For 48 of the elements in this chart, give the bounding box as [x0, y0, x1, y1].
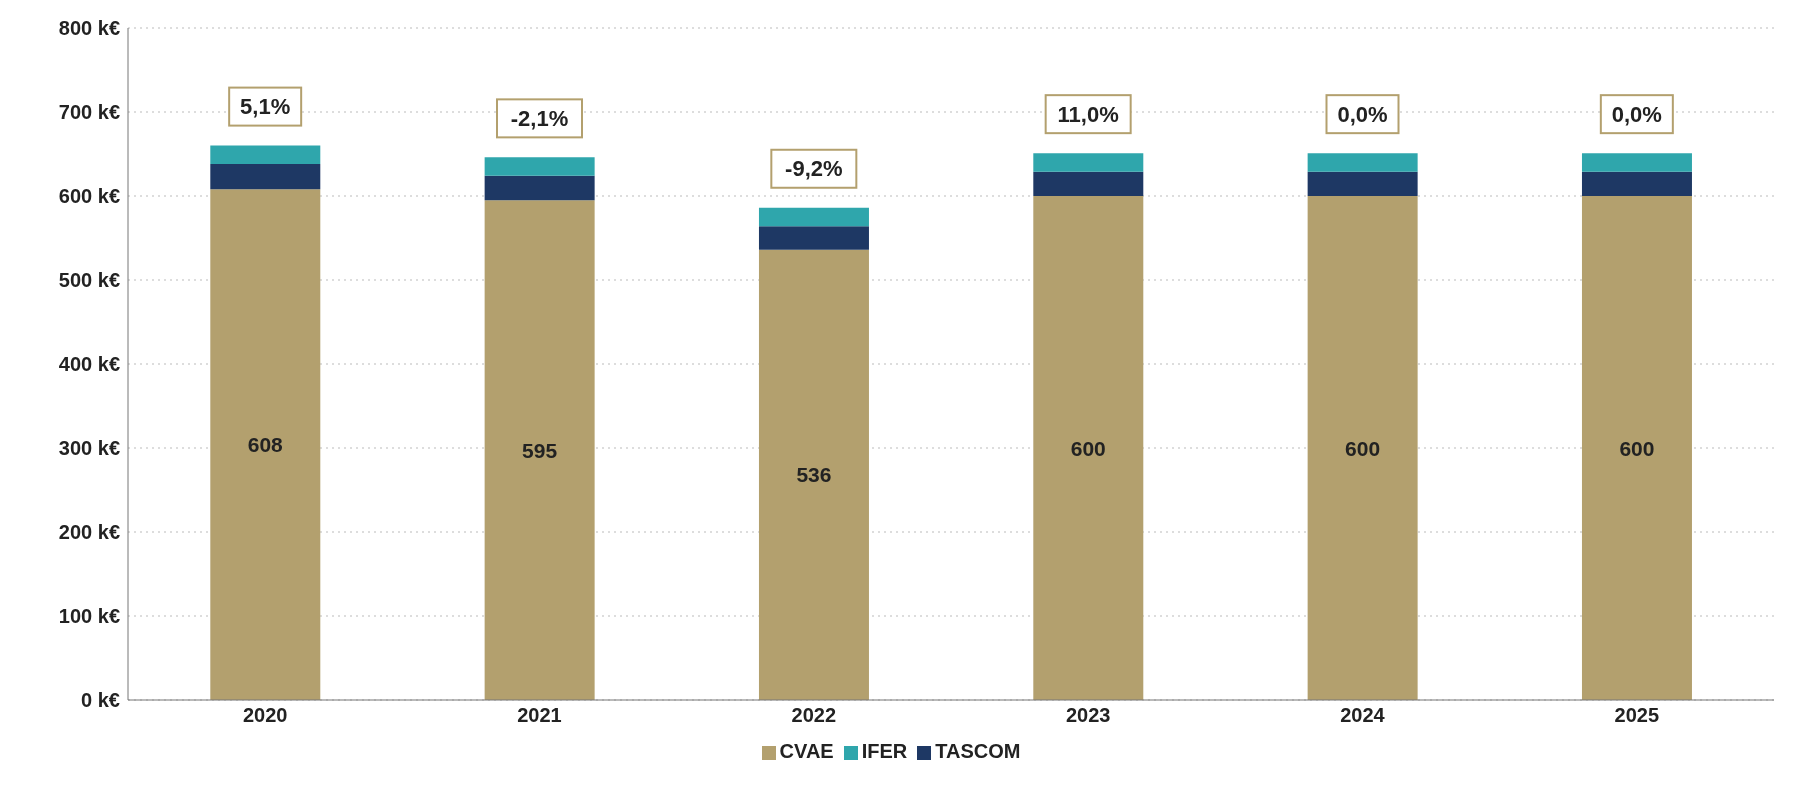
bar [210, 145, 321, 165]
bar [484, 175, 595, 201]
y-tick-label: 100 k€ [58, 605, 120, 628]
x-tick-label: 2020 [242, 704, 288, 727]
data-label: 536 [796, 463, 832, 487]
y-tick-label: 400 k€ [58, 353, 120, 376]
bar [1581, 153, 1692, 172]
bar [1033, 171, 1144, 196]
bar [1307, 196, 1418, 700]
legend-label: TASCOM [935, 740, 1021, 762]
data-label: 600 [1619, 436, 1655, 460]
bar [484, 157, 595, 176]
bar [1581, 196, 1692, 700]
y-tick-label: 600 k€ [58, 185, 120, 208]
bar [758, 249, 869, 700]
data-label: 600 [1070, 436, 1106, 460]
bar [210, 164, 321, 190]
bar [1307, 153, 1418, 172]
bar [484, 200, 595, 700]
legend-label: CVAE [779, 740, 834, 762]
y-tick-label: 300 k€ [58, 437, 120, 460]
y-tick-label: 700 k€ [58, 101, 120, 124]
x-tick-label: 2022 [791, 704, 837, 727]
bar [1581, 171, 1692, 196]
data-label: 608 [247, 433, 284, 457]
data-label: 600 [1345, 436, 1381, 460]
legend-label: IFER [861, 740, 908, 762]
bar [1307, 171, 1418, 196]
bar [1033, 196, 1144, 700]
bar [758, 226, 869, 250]
data-label: 595 [522, 438, 558, 462]
bar [758, 207, 869, 227]
y-tick-label: 500 k€ [58, 269, 120, 292]
annotation: 0,0% [1337, 101, 1388, 127]
x-tick-label: 2021 [517, 704, 562, 727]
x-tick-label: 2023 [1065, 704, 1111, 727]
y-tick-label: 800 k€ [58, 17, 120, 40]
x-tick-label: 2024 [1340, 704, 1386, 727]
annotation: -9,2% [785, 156, 843, 182]
x-tick-label: 2025 [1614, 704, 1660, 727]
annotation: 11,0% [1057, 101, 1119, 127]
annotation: 5,1% [240, 94, 291, 120]
y-tick-label: 200 k€ [58, 521, 120, 544]
annotation: 0,0% [1611, 101, 1662, 127]
y-tick-label: 0 k€ [81, 689, 120, 712]
bar [1033, 153, 1144, 172]
bar [210, 189, 321, 700]
annotation: -2,1% [510, 105, 569, 131]
